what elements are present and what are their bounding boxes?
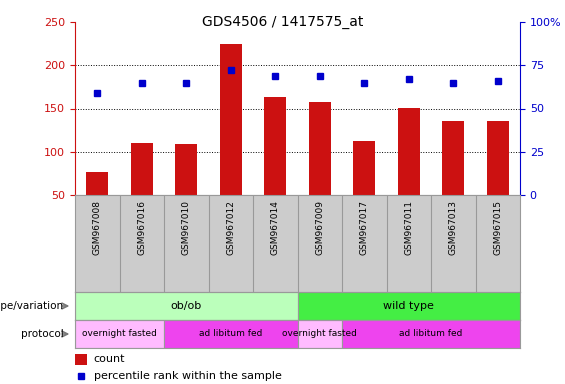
Text: GSM967010: GSM967010 [182,200,191,255]
Bar [398,108,420,195]
Text: GSM967015: GSM967015 [493,200,502,255]
Text: protocol: protocol [21,329,64,339]
Bar [442,121,464,195]
Text: GSM967011: GSM967011 [404,200,413,255]
Bar [353,141,375,195]
Bar [298,320,342,348]
Text: genotype/variation: genotype/variation [0,301,64,311]
Text: GSM967017: GSM967017 [360,200,369,255]
Text: ob/ob: ob/ob [171,301,202,311]
Bar [75,354,88,365]
Bar [342,320,520,348]
Text: overnight fasted: overnight fasted [82,329,157,339]
Bar [298,292,520,320]
Text: GSM967009: GSM967009 [315,200,324,255]
Text: ad libitum fed: ad libitum fed [199,329,262,339]
Bar [164,320,298,348]
Bar [220,45,242,195]
Text: GSM967013: GSM967013 [449,200,458,255]
Bar [131,143,153,195]
Text: ad libitum fed: ad libitum fed [399,329,463,339]
Text: wild type: wild type [383,301,434,311]
Text: GDS4506 / 1417575_at: GDS4506 / 1417575_at [202,15,363,29]
Text: GSM967012: GSM967012 [226,200,235,255]
Text: GSM967014: GSM967014 [271,200,280,255]
Bar [486,121,509,195]
Bar [75,320,164,348]
Text: count: count [94,354,125,364]
Text: GSM967016: GSM967016 [137,200,146,255]
Bar [175,144,197,195]
Bar [308,102,331,195]
Bar [75,292,298,320]
Bar [86,172,108,195]
Text: GSM967008: GSM967008 [93,200,102,255]
Bar [264,97,286,195]
Text: percentile rank within the sample: percentile rank within the sample [94,371,281,381]
Text: overnight fasted: overnight fasted [282,329,357,339]
